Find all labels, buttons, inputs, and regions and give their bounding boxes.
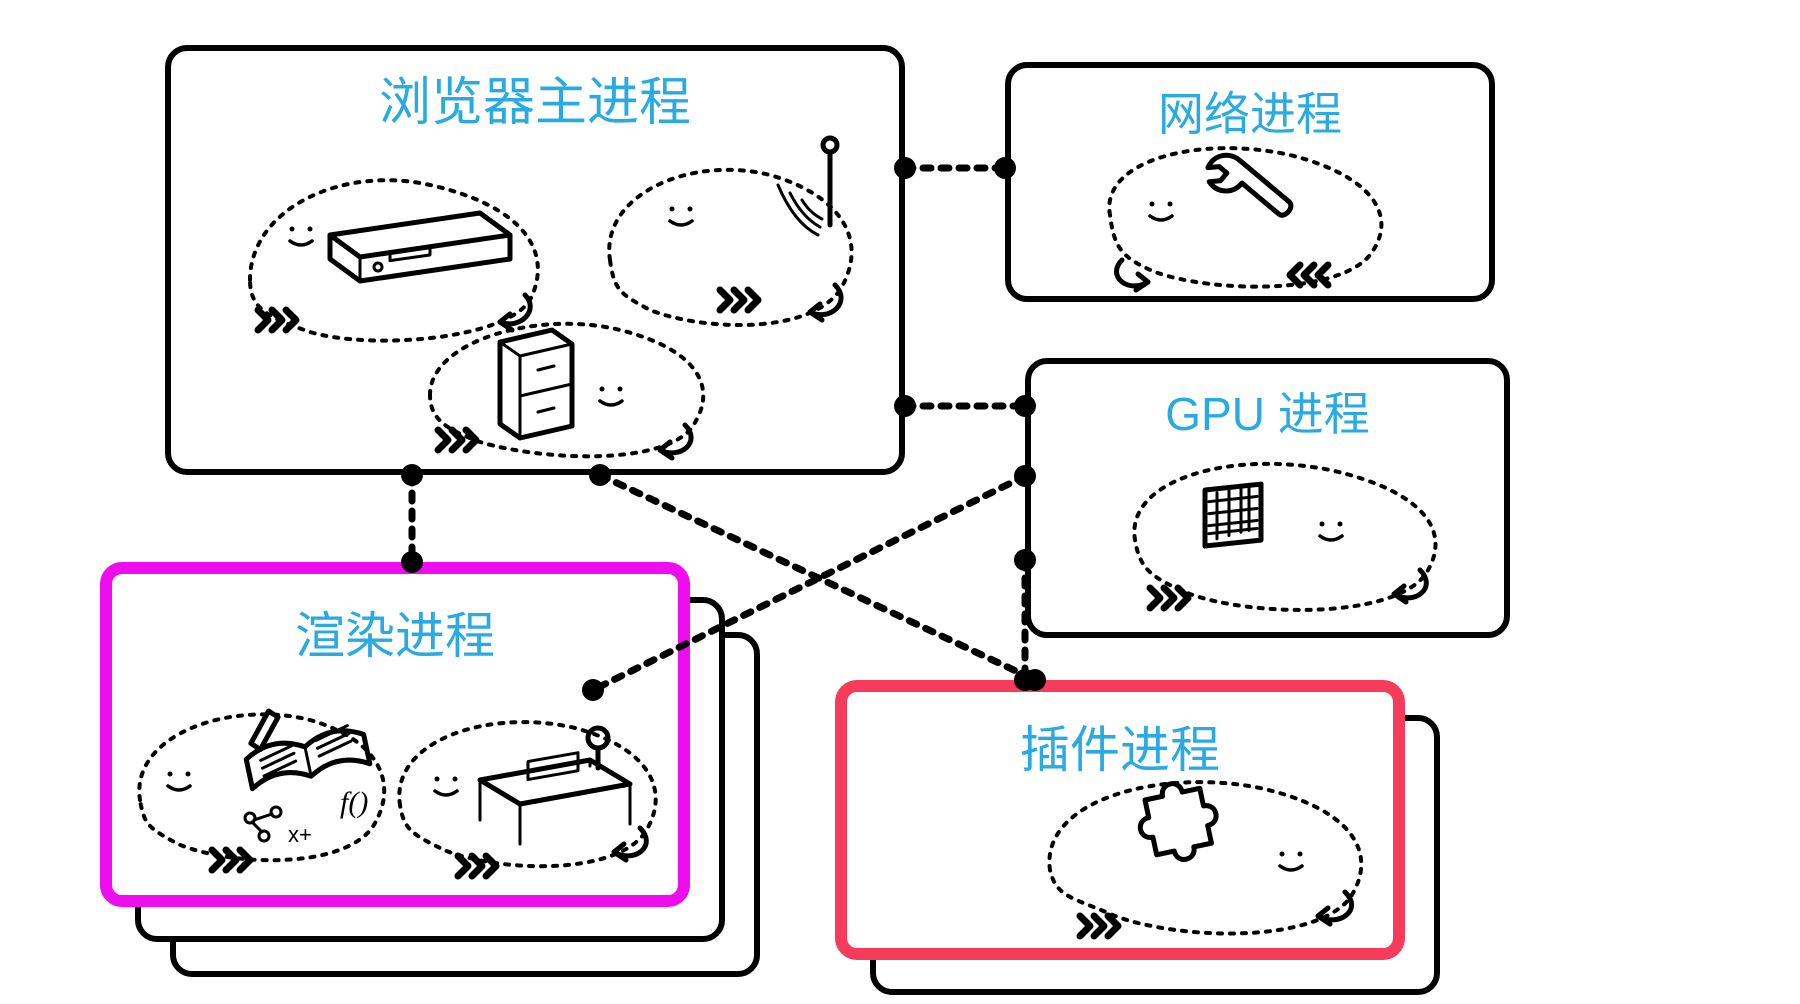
diagram-canvas: 浏览器主进程 网络进程 GPU 进程 渲染进程 插件进程: [0, 0, 1800, 1004]
gpu-title: GPU 进程: [1025, 378, 1510, 444]
browser-main-title: 浏览器主进程: [165, 60, 905, 135]
render-title: 渲染进程: [100, 596, 690, 668]
plugin-title: 插件进程: [835, 710, 1405, 782]
network-title: 网络进程: [1005, 78, 1495, 144]
